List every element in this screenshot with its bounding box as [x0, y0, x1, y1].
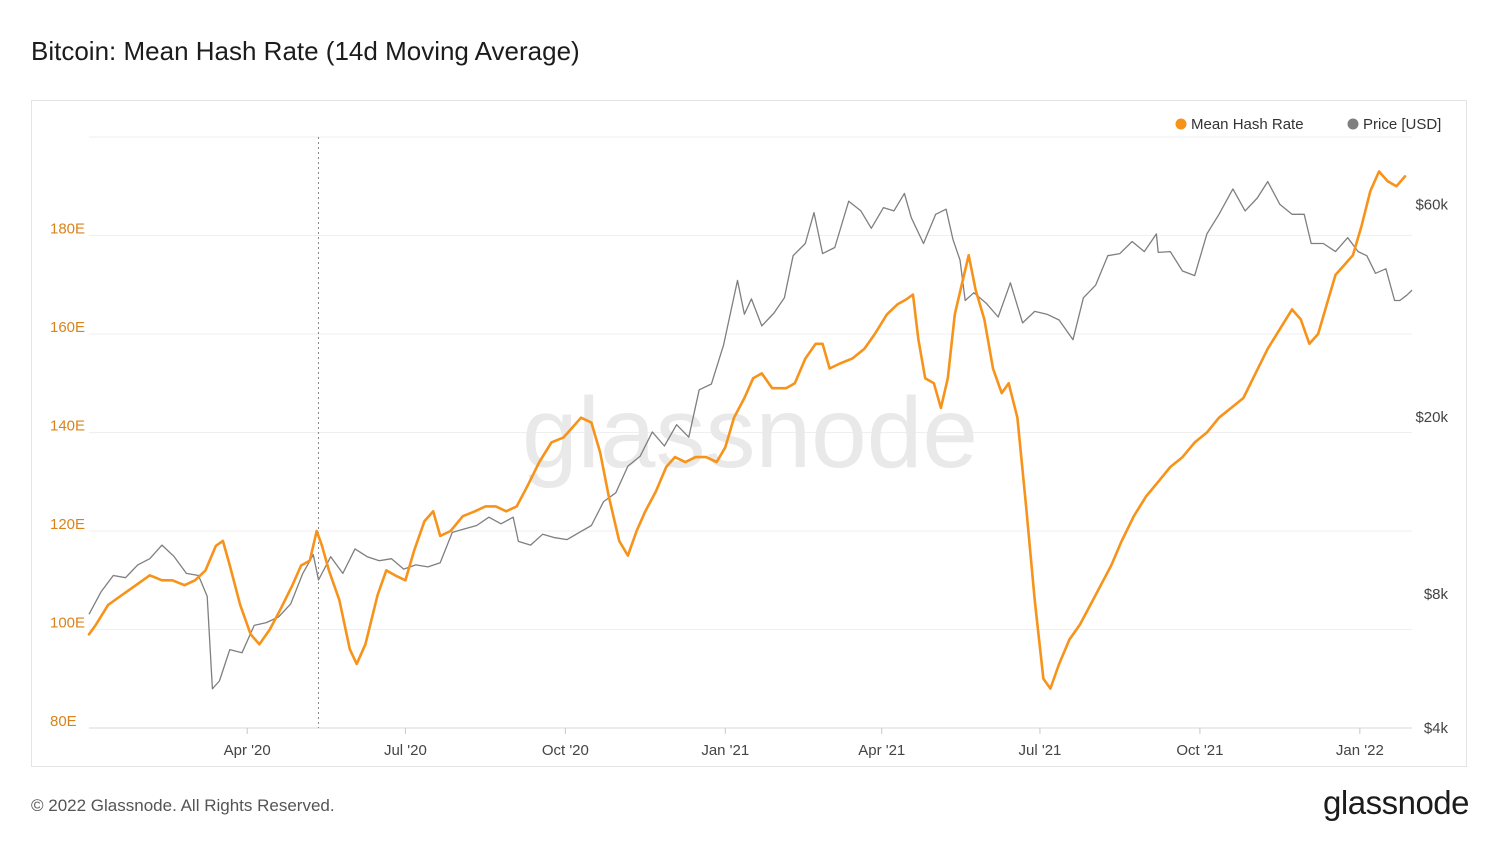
y-right-tick-label: $4k — [1424, 720, 1449, 737]
y-left-tick-label: 180E — [50, 221, 85, 238]
legend-marker-hash-rate — [1175, 118, 1187, 130]
y-left-tick-label: 140E — [50, 418, 85, 435]
price-series-line — [88, 180, 1413, 690]
glassnode-logo: glassnode — [1323, 784, 1469, 821]
y-left-tick-label: 80E — [50, 713, 77, 730]
y-left-tick-label: 120E — [50, 516, 85, 533]
x-tick-label: Jan '21 — [701, 742, 749, 759]
x-tick-label: Jul '20 — [384, 742, 427, 759]
y-left-tick-label: 100E — [50, 615, 85, 632]
chart-panel: glassnode Apr '20 Jul '20 Oct '20 Jan '21 Apr… — [31, 100, 1467, 767]
x-tick-label: Oct '21 — [1176, 742, 1223, 759]
x-tick-label: Jan '22 — [1336, 742, 1384, 759]
copyright-footer: © 2022 Glassnode. All Rights Reserved. — [31, 796, 335, 815]
watermark-text: glassnode — [522, 377, 978, 489]
y-right-tick-label: $8k — [1424, 586, 1449, 603]
y-right-tick-label: $20k — [1415, 409, 1448, 426]
legend-marker-price — [1347, 118, 1359, 130]
legend-label-price: Price [USD] — [1363, 116, 1441, 133]
x-tick-label: Apr '21 — [858, 742, 905, 759]
x-tick-label: Jul '21 — [1019, 742, 1062, 759]
chart-svg[interactable]: glassnode Apr '20 Jul '20 Oct '20 Jan '21 Apr… — [32, 101, 1468, 768]
x-tick-label: Oct '20 — [542, 742, 589, 759]
hash-rate-series-line — [87, 170, 1407, 690]
page-title: Bitcoin: Mean Hash Rate (14d Moving Aver… — [31, 36, 580, 66]
y-right-tick-label: $60k — [1415, 196, 1448, 213]
x-tick-label: Apr '20 — [224, 742, 271, 759]
y-left-tick-label: 160E — [50, 319, 85, 336]
legend-label-hash-rate: Mean Hash Rate — [1191, 116, 1304, 133]
